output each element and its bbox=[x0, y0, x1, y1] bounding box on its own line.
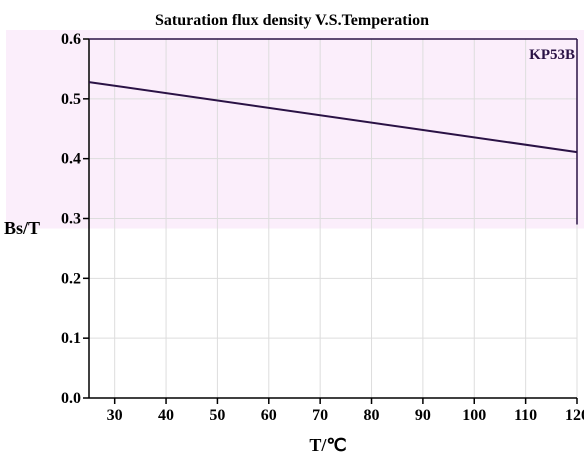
x-tick-label-40: 40 bbox=[158, 407, 174, 424]
legend-label-kp53b: KP53B bbox=[529, 47, 575, 63]
x-tick-label-80: 80 bbox=[364, 407, 380, 424]
x-tick-label-100: 100 bbox=[462, 407, 486, 424]
y-axis-label: Bs/T bbox=[4, 218, 40, 238]
chart-title: Saturation flux density V.S.Temperation bbox=[155, 12, 429, 29]
x-tick-label-50: 50 bbox=[209, 407, 225, 424]
x-axis-ticks: 30 40 50 60 70 80 90 100 110 120 bbox=[107, 398, 584, 424]
x-tick-label-30: 30 bbox=[107, 407, 123, 424]
upper-shaded-band bbox=[6, 30, 584, 229]
series-layer bbox=[88, 81, 578, 154]
x-tick-label-60: 60 bbox=[261, 407, 277, 424]
y-tick-label-0.3: 0.3 bbox=[61, 211, 81, 228]
y-tick-label-0.4: 0.4 bbox=[61, 151, 81, 168]
y-axis-ticks: 0.0 0.1 0.2 0.3 0.4 0.5 0.6 bbox=[61, 31, 89, 407]
x-tick-label-90: 90 bbox=[415, 407, 431, 424]
y-tick-label-0.6: 0.6 bbox=[61, 31, 81, 48]
x-tick-label-120: 120 bbox=[565, 407, 584, 424]
x-tick-label-110: 110 bbox=[514, 407, 537, 424]
y-tick-label-0.0: 0.0 bbox=[61, 390, 81, 407]
x-tick-label-70: 70 bbox=[312, 407, 328, 424]
y-tick-label-0.1: 0.1 bbox=[61, 330, 81, 347]
y-tick-label-0.5: 0.5 bbox=[61, 91, 81, 108]
y-tick-label-0.2: 0.2 bbox=[61, 270, 81, 287]
series-line-kp53b bbox=[88, 81, 578, 154]
x-axis-label: T/℃ bbox=[309, 435, 346, 455]
